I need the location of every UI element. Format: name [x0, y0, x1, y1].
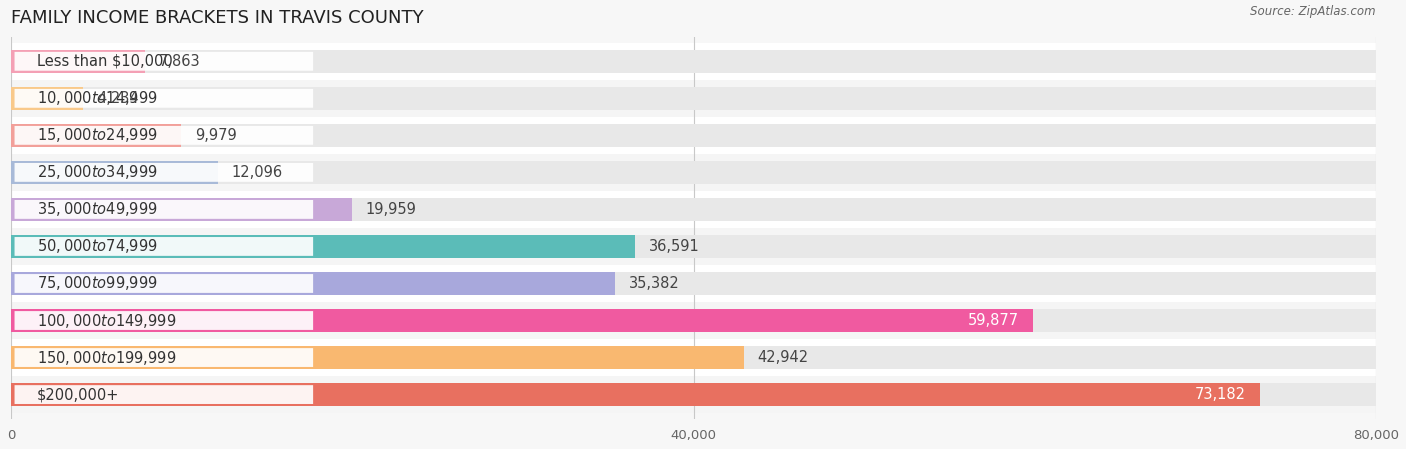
FancyBboxPatch shape	[14, 126, 314, 145]
FancyBboxPatch shape	[3, 302, 1385, 339]
FancyBboxPatch shape	[3, 191, 1385, 228]
Text: 19,959: 19,959	[366, 202, 416, 217]
Bar	[11, 272, 1376, 295]
Text: Source: ZipAtlas.com: Source: ZipAtlas.com	[1250, 5, 1376, 18]
FancyBboxPatch shape	[14, 52, 314, 70]
Bar	[11, 87, 1376, 110]
Text: $100,000 to $149,999: $100,000 to $149,999	[37, 312, 176, 330]
Text: $50,000 to $74,999: $50,000 to $74,999	[37, 238, 157, 255]
Bar	[11, 309, 1376, 332]
Bar	[11, 50, 145, 73]
FancyBboxPatch shape	[3, 339, 1385, 376]
FancyBboxPatch shape	[3, 228, 1385, 265]
FancyBboxPatch shape	[14, 311, 314, 330]
FancyBboxPatch shape	[14, 89, 314, 108]
Bar	[11, 161, 218, 184]
Bar	[11, 50, 1376, 73]
Text: 35,382: 35,382	[628, 276, 679, 291]
Bar	[11, 124, 181, 147]
Text: 59,877: 59,877	[967, 313, 1019, 328]
FancyBboxPatch shape	[3, 265, 1385, 302]
Text: $10,000 to $14,999: $10,000 to $14,999	[37, 89, 157, 107]
Text: 9,979: 9,979	[195, 128, 236, 143]
Bar	[11, 198, 1376, 221]
Text: Less than $10,000: Less than $10,000	[37, 54, 173, 69]
Text: 12,096: 12,096	[231, 165, 283, 180]
Bar	[11, 161, 1376, 184]
FancyBboxPatch shape	[3, 154, 1385, 191]
Text: 42,942: 42,942	[758, 350, 808, 365]
Text: FAMILY INCOME BRACKETS IN TRAVIS COUNTY: FAMILY INCOME BRACKETS IN TRAVIS COUNTY	[11, 9, 423, 27]
Bar	[11, 309, 1033, 332]
Text: $15,000 to $24,999: $15,000 to $24,999	[37, 126, 157, 145]
Bar	[11, 346, 1376, 369]
Text: $25,000 to $34,999: $25,000 to $34,999	[37, 163, 157, 181]
Bar	[11, 272, 614, 295]
Bar	[11, 235, 636, 258]
Text: $35,000 to $49,999: $35,000 to $49,999	[37, 200, 157, 218]
Bar	[11, 235, 1376, 258]
FancyBboxPatch shape	[3, 376, 1385, 413]
FancyBboxPatch shape	[14, 163, 314, 182]
Text: $75,000 to $99,999: $75,000 to $99,999	[37, 274, 157, 292]
Bar	[11, 383, 1376, 406]
Bar	[11, 124, 1376, 147]
FancyBboxPatch shape	[14, 348, 314, 367]
FancyBboxPatch shape	[14, 200, 314, 219]
FancyBboxPatch shape	[14, 385, 314, 404]
FancyBboxPatch shape	[3, 43, 1385, 80]
Text: $150,000 to $199,999: $150,000 to $199,999	[37, 348, 176, 366]
Text: $200,000+: $200,000+	[37, 387, 120, 402]
Bar	[11, 383, 1260, 406]
FancyBboxPatch shape	[14, 237, 314, 256]
Text: 4,234: 4,234	[97, 91, 139, 106]
Bar	[11, 346, 744, 369]
Text: 73,182: 73,182	[1195, 387, 1246, 402]
Bar	[11, 87, 83, 110]
Text: 36,591: 36,591	[650, 239, 700, 254]
FancyBboxPatch shape	[14, 274, 314, 293]
Text: 7,863: 7,863	[159, 54, 201, 69]
FancyBboxPatch shape	[3, 80, 1385, 117]
FancyBboxPatch shape	[3, 117, 1385, 154]
Bar	[11, 198, 352, 221]
